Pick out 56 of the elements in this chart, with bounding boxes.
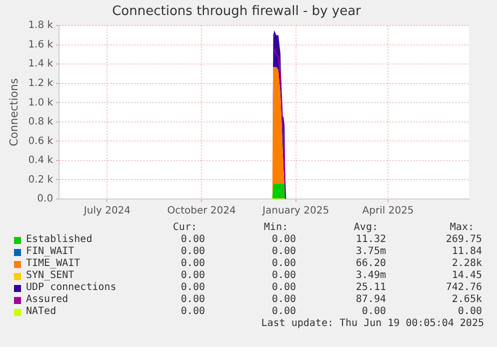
- text: 0.00: [272, 270, 296, 282]
- legend-label: TIME_WAIT: [26, 258, 80, 270]
- text: Min:: [264, 222, 288, 234]
- text: 66.20: [356, 258, 386, 270]
- text: Cur:: [172, 222, 197, 234]
- text: 0.00: [272, 282, 296, 294]
- text: 0.00: [458, 306, 482, 318]
- text: 0.00: [180, 270, 205, 282]
- text: 0.00: [272, 258, 296, 270]
- legend-label: UDP connections: [26, 282, 116, 294]
- text: 3.49m: [356, 270, 386, 282]
- text: Last update: Thu Jun 19 00:05:04 2025: [261, 318, 484, 330]
- x-tick-label: April 2025: [362, 206, 414, 217]
- y-tick-label: 1.6 k: [28, 39, 54, 50]
- legend-label: NATed: [26, 306, 56, 318]
- text: 0.00: [272, 234, 296, 246]
- y-axis-title: Connections: [7, 78, 20, 146]
- text: 2.65k: [452, 294, 482, 306]
- y-tick-label: 0.6 k: [28, 136, 54, 147]
- text: 269.75: [446, 234, 482, 246]
- legend-label: FIN_WAIT: [26, 246, 74, 258]
- y-tick-label: 0.8 k: [28, 116, 54, 128]
- text: 0.00: [180, 282, 205, 294]
- y-tick-label: 0.0: [37, 194, 54, 205]
- legend-label: SYN_SENT: [26, 270, 74, 282]
- x-tick-label: January 2025: [262, 206, 330, 217]
- chart-title: Connections through firewall - by year: [112, 4, 362, 20]
- text: 0.00: [272, 246, 296, 258]
- y-tick-label: 0.2 k: [28, 174, 54, 186]
- y-tick-label: 1.4 k: [28, 58, 54, 70]
- text: 0.00: [362, 306, 386, 318]
- text: 25.11: [356, 282, 386, 294]
- text: 0.00: [272, 306, 296, 318]
- x-tick-label: October 2024: [167, 206, 236, 217]
- text: 0.00: [180, 258, 205, 270]
- y-tick-label: 1.8 k: [28, 20, 54, 32]
- text: 0.00: [272, 294, 296, 306]
- y-tick-label: 0.4 k: [28, 155, 54, 166]
- legend-label: Assured: [26, 294, 68, 306]
- text: 2.28k: [452, 258, 482, 270]
- text: 0.00: [180, 294, 205, 306]
- y-tick-label: 1.0 k: [28, 97, 54, 108]
- text: 3.75m: [356, 246, 386, 258]
- text: 0.00: [180, 306, 205, 318]
- text: 14.45: [452, 270, 482, 282]
- text: 0.00: [180, 246, 205, 258]
- text: 11.84: [452, 246, 482, 258]
- text: Avg:: [354, 222, 378, 234]
- x-tick-label: July 2024: [82, 206, 131, 217]
- legend-label: Established: [26, 234, 92, 246]
- text: 742.76: [446, 282, 482, 294]
- text: 11.32: [356, 234, 386, 246]
- text: Max:: [450, 222, 474, 234]
- y-tick-label: 1.2 k: [28, 78, 54, 89]
- text: 0.00: [180, 234, 205, 246]
- text: 87.94: [356, 294, 386, 306]
